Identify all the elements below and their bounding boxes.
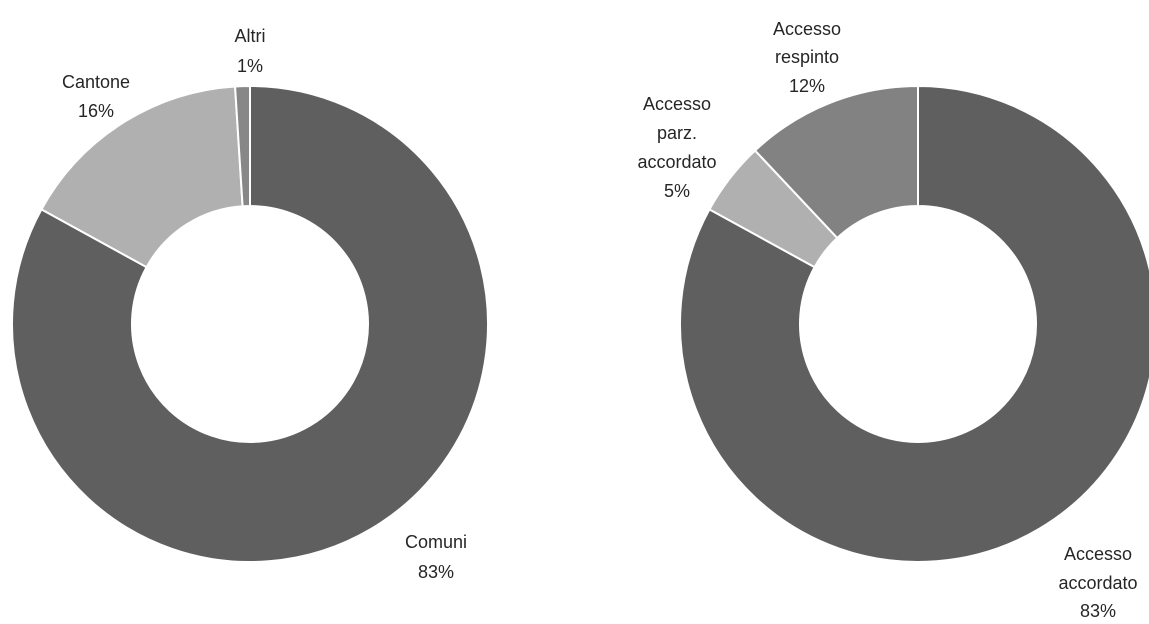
donut-slice-altri [233, 84, 251, 208]
donut-chart-source [11, 84, 489, 563]
label-cantone-value: 16% [78, 101, 114, 121]
donut-slice-comuni [11, 84, 489, 563]
label-parz-line2: parz. [657, 123, 697, 143]
label-comuni-name: Comuni [405, 532, 467, 552]
donut-slice-cantone [40, 85, 244, 269]
label-parz-value: 5% [664, 181, 690, 201]
label-parz-line3: accordato [637, 152, 716, 172]
label-parz-line1: Accesso [643, 94, 711, 114]
label-respinto-value: 12% [789, 76, 825, 96]
label-altri-value: 1% [237, 56, 263, 76]
label-cantone-name: Cantone [62, 72, 130, 92]
donut-slice-accesso-respinto [753, 84, 919, 240]
label-respinto-line2: respinto [775, 47, 839, 67]
donut-chart-outcome [679, 84, 1149, 563]
label-altri-name: Altri [235, 26, 266, 46]
label-comuni-value: 83% [418, 562, 454, 582]
label-accordato-value: 83% [1080, 601, 1116, 619]
label-respinto-line1: Accesso [773, 19, 841, 39]
label-accordato-line2: accordato [1058, 573, 1137, 593]
label-accordato-line1: Accesso [1064, 544, 1132, 564]
donut-slice-accesso-accordato [679, 84, 1149, 563]
